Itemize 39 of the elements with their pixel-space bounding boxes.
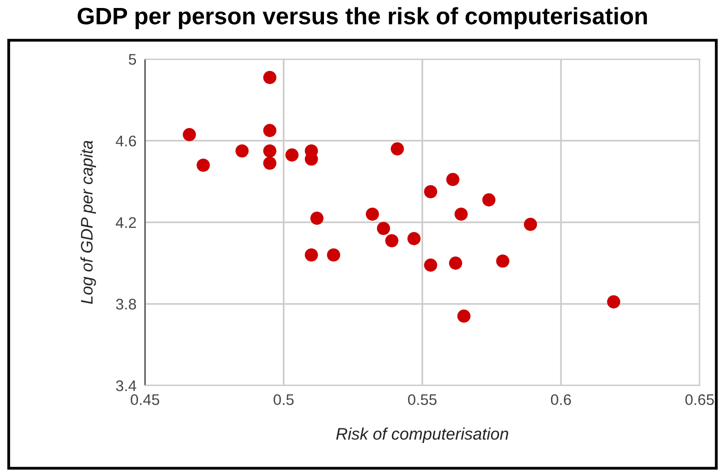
point [182,128,196,142]
point [385,234,398,248]
y-axis-title: Log of GDP per capita [80,140,96,304]
x-tick-label: 0.55 [408,394,437,406]
point [263,70,276,84]
point [263,144,276,158]
point [390,142,404,156]
x-axis-title: Risk of computerisation [336,428,508,444]
y-tick-label: 3.4 [116,380,136,392]
point [310,212,324,225]
point [366,208,379,221]
point [482,193,496,206]
point [263,156,276,170]
x-tick-label: 0.6 [550,394,571,406]
x-tick-label: 0.45 [130,394,160,406]
point [424,185,438,198]
point [263,124,276,138]
point [607,295,620,308]
x-tick-label: 0.65 [685,394,714,406]
y-tick-label: 4.6 [116,136,136,146]
point [285,148,299,162]
point [424,258,438,272]
point [457,310,470,323]
x-tick-label: 0.5 [274,394,294,406]
point [196,158,210,172]
point [376,222,390,236]
y-tick-label: 5 [128,54,136,65]
point [304,248,318,262]
point [407,232,421,246]
y-tick-label: 3.8 [116,298,136,310]
point [454,208,468,221]
chart-title: GDP per person versus the risk of computerisation [78,7,647,30]
point [449,256,462,270]
point [446,172,460,186]
point [326,248,340,262]
point [524,218,538,231]
point [235,144,249,158]
point [496,254,510,268]
y-tick-label: 4.2 [116,217,136,228]
